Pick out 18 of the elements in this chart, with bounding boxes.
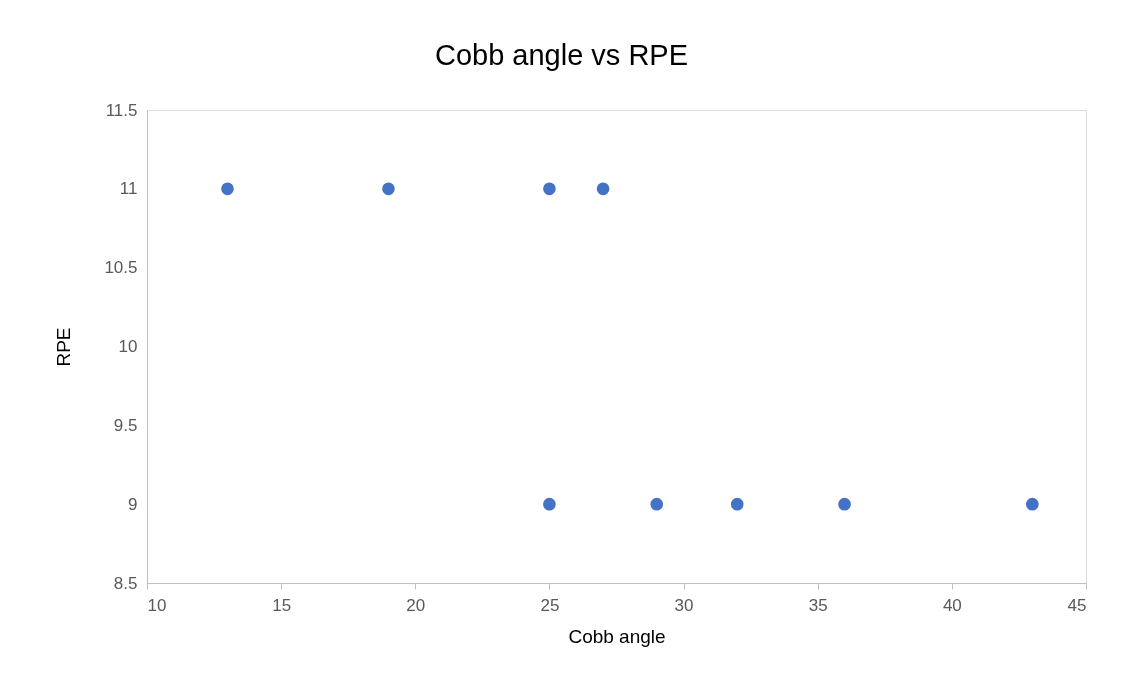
y-tick-label: 11.5 (105, 100, 138, 120)
y-tick-label: 10 (118, 337, 138, 356)
y-tick-label: 8.5 (113, 573, 138, 593)
y-tick-label: 11 (119, 179, 138, 199)
x-tick-label: 30 (674, 595, 694, 615)
y-tick-label: 9 (128, 494, 138, 514)
y-axis-title: RPE (53, 327, 75, 367)
x-tick-label: 25 (540, 595, 560, 615)
x-axis-title: Cobb angle (568, 625, 666, 647)
x-tick-label: 40 (942, 595, 962, 615)
x-tick-label: 45 (1067, 595, 1087, 615)
x-tick-label: 35 (808, 595, 828, 615)
x-tick-label: 15 (272, 595, 292, 615)
x-tick-label: 20 (406, 595, 426, 615)
x-tick-label: 10 (147, 595, 167, 615)
chart-title: Cobb angle vs RPE (434, 39, 689, 71)
y-tick-label: 10.5 (104, 258, 138, 278)
y-tick-label: 9.5 (113, 415, 138, 435)
